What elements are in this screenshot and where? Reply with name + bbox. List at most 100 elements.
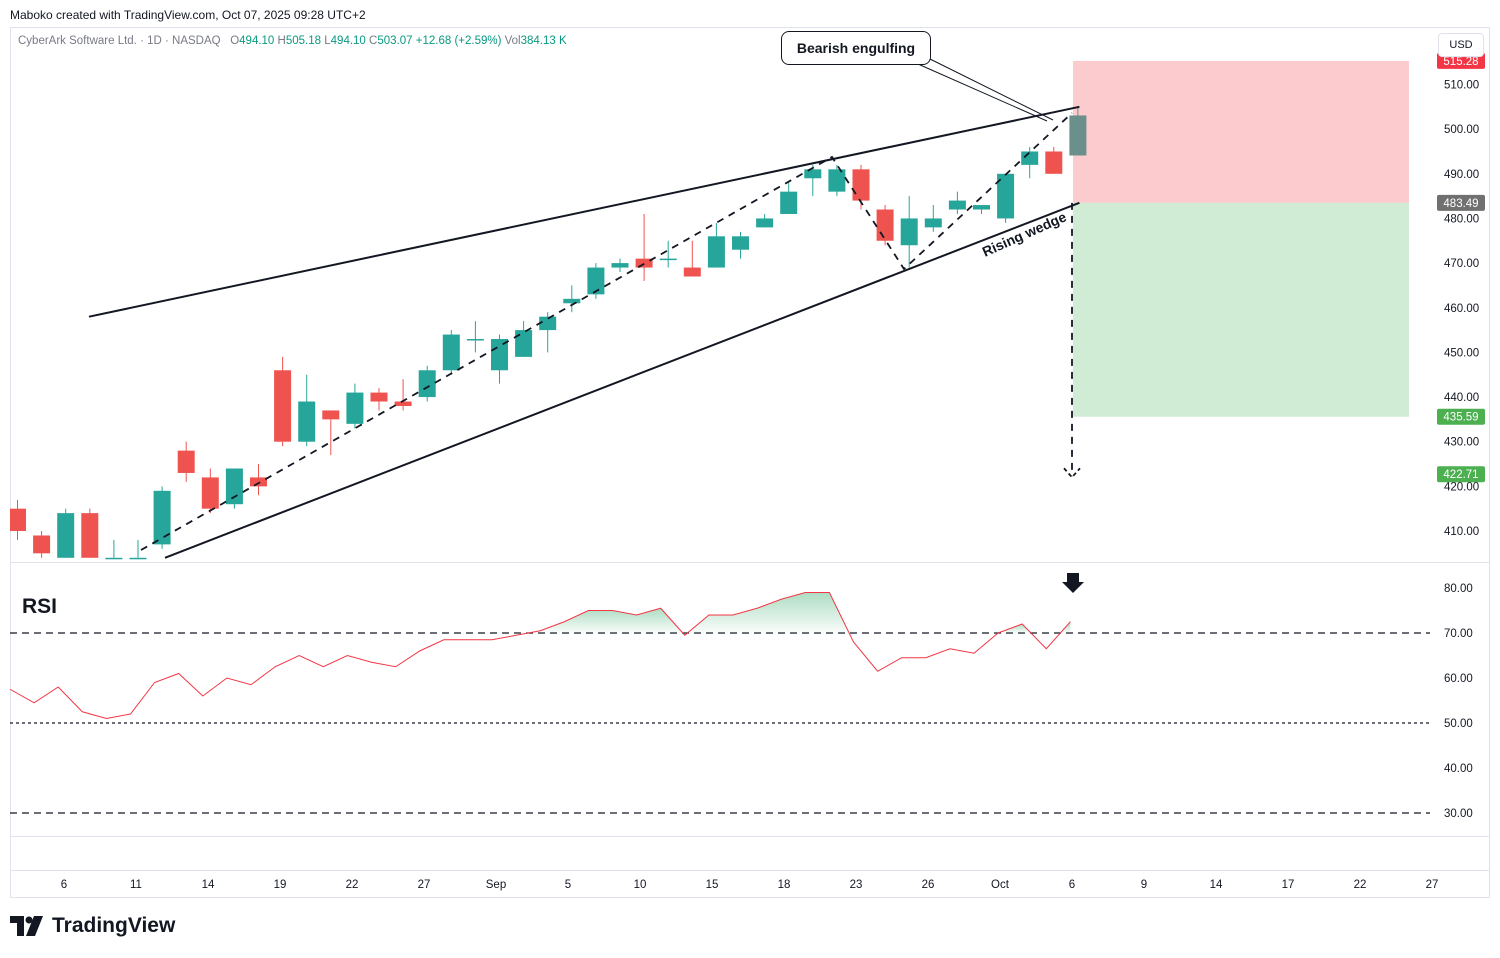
time-tick-label: 15 bbox=[706, 879, 719, 891]
high-label: H bbox=[277, 35, 286, 47]
candle bbox=[611, 258, 629, 273]
rsi-overbought-fill bbox=[687, 592, 850, 633]
time-tick-label: 14 bbox=[202, 879, 215, 891]
rsi-tick-label: 40.00 bbox=[1444, 763, 1473, 775]
wedge-upper-line bbox=[88, 105, 1080, 318]
high-value: 505.18 bbox=[285, 35, 322, 47]
chart-frame[interactable] bbox=[10, 27, 1490, 898]
candle-body bbox=[225, 468, 243, 505]
target-price-tag: 435.59 bbox=[1443, 412, 1478, 424]
candle-body bbox=[587, 267, 605, 295]
candle bbox=[81, 508, 99, 558]
candle-body bbox=[1069, 115, 1087, 156]
price-tick-label: 490.00 bbox=[1444, 169, 1479, 181]
candle bbox=[177, 441, 195, 482]
candle-body bbox=[756, 218, 774, 228]
candle bbox=[201, 468, 219, 514]
candle bbox=[756, 213, 774, 228]
tradingview-logo-icon bbox=[10, 916, 43, 936]
candle-body bbox=[442, 334, 460, 371]
candle-body bbox=[81, 513, 99, 558]
stop-loss-zone bbox=[1073, 60, 1409, 203]
candle-body bbox=[948, 200, 966, 210]
candle bbox=[563, 285, 581, 313]
candle bbox=[491, 334, 508, 384]
time-tick-label: 6 bbox=[1069, 879, 1075, 891]
time-tick-label: 5 bbox=[565, 879, 571, 891]
rsi-overbought-fill bbox=[528, 608, 683, 633]
candle-body bbox=[105, 557, 123, 560]
candle bbox=[1045, 147, 1063, 174]
candle bbox=[924, 205, 942, 232]
projection-price-tag: 422.71 bbox=[1443, 469, 1478, 481]
candle bbox=[997, 173, 1015, 223]
candle-body bbox=[852, 169, 870, 201]
candle bbox=[33, 531, 51, 558]
candle-body bbox=[370, 392, 388, 402]
candle-body bbox=[804, 169, 822, 179]
candle-body bbox=[611, 263, 629, 268]
candle-body bbox=[346, 392, 364, 424]
rsi-tick-label: 50.00 bbox=[1444, 718, 1473, 730]
price-tick-label: 430.00 bbox=[1444, 437, 1479, 449]
risk-reward-zones bbox=[1073, 60, 1409, 417]
candle-body bbox=[563, 298, 581, 304]
candle bbox=[539, 312, 557, 353]
pane-separators bbox=[10, 562, 1490, 871]
low-value: 494.10 bbox=[330, 35, 366, 47]
candle bbox=[707, 222, 725, 268]
time-tick-label: Sep bbox=[486, 879, 506, 891]
time-tick-label: 9 bbox=[1141, 879, 1147, 891]
time-tick-label: 23 bbox=[850, 879, 863, 891]
tradingview-logo[interactable]: TradingView bbox=[10, 914, 175, 938]
candle bbox=[466, 321, 484, 353]
time-tick-label: 22 bbox=[1354, 879, 1367, 891]
candle-body bbox=[177, 450, 195, 473]
candle bbox=[250, 464, 267, 496]
candle-body bbox=[515, 330, 533, 357]
open-value: 494.10 bbox=[239, 35, 275, 47]
bearish-engulfing-callout[interactable]: Bearish engulfing bbox=[781, 31, 931, 65]
candle bbox=[635, 213, 653, 281]
candle bbox=[732, 231, 749, 259]
price-tick-label: 480.00 bbox=[1444, 213, 1479, 225]
candlestick-series bbox=[10, 106, 1087, 560]
symbol-name: CyberArk Software Ltd. · 1D · NASDAQ bbox=[18, 35, 221, 47]
time-tick-label: 10 bbox=[634, 879, 647, 891]
down-arrow-icon bbox=[1062, 573, 1084, 593]
candle-body bbox=[973, 205, 990, 210]
close-value: 503.07 bbox=[377, 35, 413, 47]
candle bbox=[659, 240, 677, 268]
candle bbox=[298, 374, 316, 447]
stop-price-tag: 515.28 bbox=[1443, 56, 1478, 68]
candle-body bbox=[539, 316, 557, 331]
candle-body bbox=[201, 477, 219, 509]
close-label: C bbox=[369, 35, 378, 47]
candle bbox=[973, 205, 990, 214]
rsi-pane bbox=[9, 592, 1430, 814]
candle bbox=[876, 205, 894, 246]
wave-dashed-path bbox=[140, 112, 1073, 551]
candle-body bbox=[997, 173, 1015, 219]
candle bbox=[129, 539, 147, 560]
candle bbox=[346, 383, 364, 429]
candle bbox=[900, 196, 918, 268]
time-tick-label: 27 bbox=[1426, 879, 1439, 891]
brand-name: TradingView bbox=[52, 914, 176, 937]
symbol-legend: CyberArk Software Ltd. · 1D · NASDAQ O49… bbox=[18, 35, 567, 47]
candle-body bbox=[33, 535, 51, 554]
candle-body bbox=[1045, 151, 1063, 174]
time-tick-label: 14 bbox=[1210, 879, 1223, 891]
rising-wedge-label: Rising wedge bbox=[980, 208, 1069, 259]
annotation-drawings bbox=[917, 57, 1084, 593]
price-tick-label: 500.00 bbox=[1444, 124, 1479, 136]
price-tick-label: 510.00 bbox=[1444, 80, 1479, 92]
rsi-overbought-fill bbox=[998, 624, 1031, 633]
currency-button[interactable]: USD bbox=[1438, 33, 1484, 57]
time-axis: 6 11 14 19 22 27 Sep 5 10 15 18 23 26 Oct 6 9 14 17 22 27 bbox=[61, 879, 1439, 891]
candle bbox=[804, 164, 822, 197]
candle bbox=[828, 164, 846, 197]
wedge-lower-line bbox=[164, 201, 1080, 559]
candle bbox=[274, 356, 292, 447]
